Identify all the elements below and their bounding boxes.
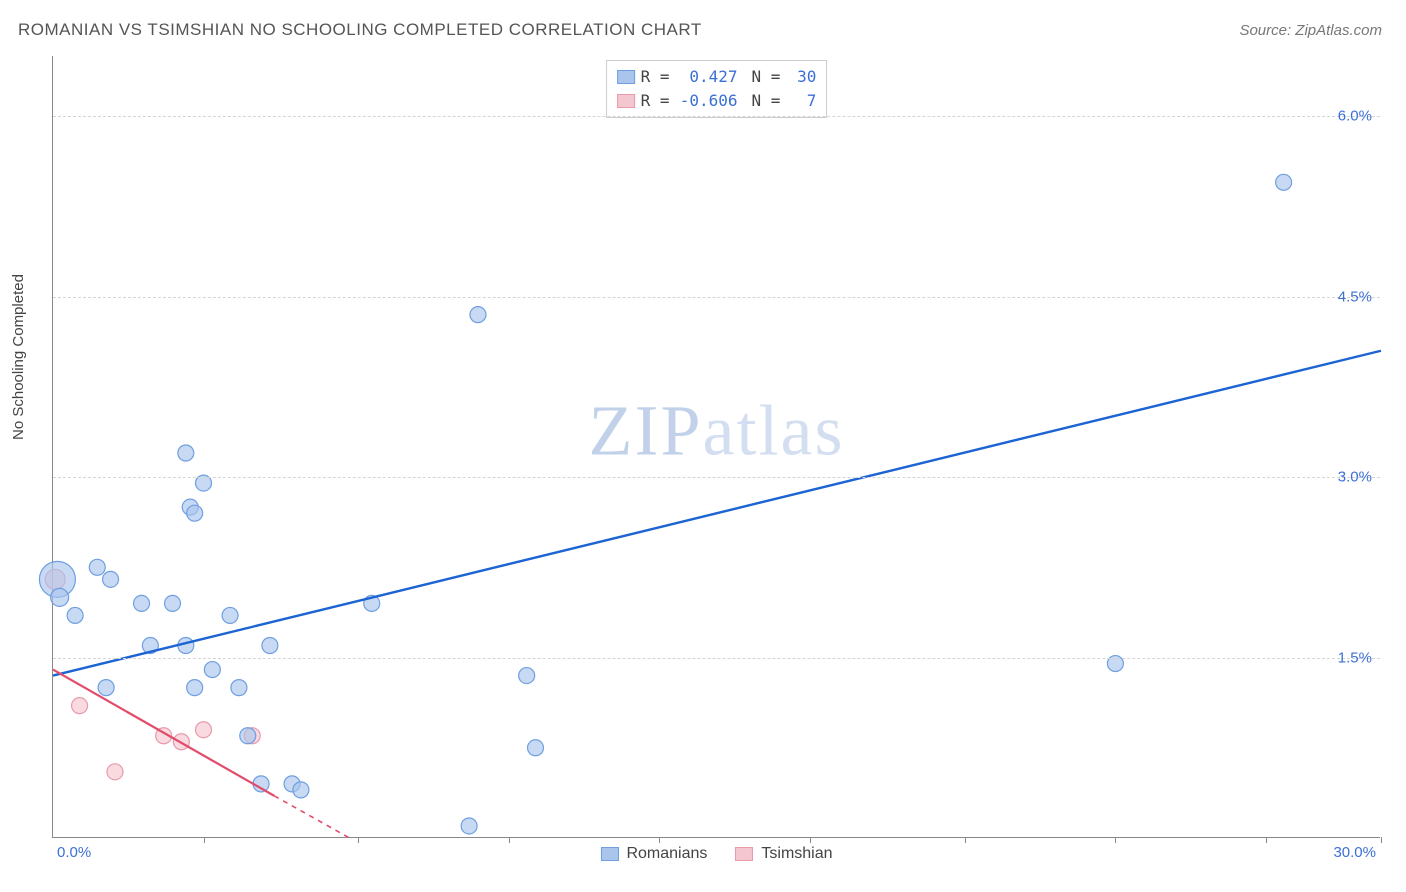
gridline (53, 297, 1380, 298)
y-tick-label: 6.0% (1338, 108, 1372, 125)
romanian-point (178, 445, 194, 461)
romanian-point (293, 782, 309, 798)
tsimshian-trendline-dashed (274, 796, 349, 838)
x-tick (509, 837, 510, 843)
gridline (53, 116, 1380, 117)
legend-series: Romanians Tsimshian (600, 845, 832, 863)
x-tick (358, 837, 359, 843)
tsimshian-point (72, 698, 88, 714)
x-tick (1381, 837, 1382, 843)
x-tick (659, 837, 660, 843)
romanian-point (528, 740, 544, 756)
romanian-point (1276, 174, 1292, 190)
romanian-point (519, 668, 535, 684)
tsimshian-point (107, 764, 123, 780)
romanian-point (67, 607, 83, 623)
chart-svg (53, 56, 1380, 837)
y-tick-label: 1.5% (1338, 649, 1372, 666)
romanian-trendline (53, 351, 1381, 676)
legend-series-item: Romanians (600, 845, 707, 863)
romanian-point (51, 588, 69, 606)
legend-correlation-row: R =-0.606 N =7 (617, 89, 817, 113)
legend-swatch (600, 847, 618, 861)
legend-series-item: Tsimshian (735, 845, 832, 863)
y-tick-label: 3.0% (1338, 469, 1372, 486)
source-attribution: Source: ZipAtlas.com (1239, 22, 1382, 39)
legend-r-label: R = (641, 89, 670, 113)
romanian-point (89, 559, 105, 575)
legend-series-label: Tsimshian (761, 845, 832, 863)
legend-swatch (735, 847, 753, 861)
romanian-point (231, 680, 247, 696)
y-tick-label: 4.5% (1338, 288, 1372, 305)
romanian-point (222, 607, 238, 623)
romanian-point (240, 728, 256, 744)
chart-title: ROMANIAN VS TSIMSHIAN NO SCHOOLING COMPL… (18, 20, 702, 40)
x-tick-min: 0.0% (57, 844, 91, 861)
romanian-point (461, 818, 477, 834)
legend-swatch (617, 70, 635, 84)
plot-area: ZIPatlas R =0.427N =30R =-0.606N =7 0.0%… (52, 56, 1380, 838)
x-tick-max: 30.0% (1333, 844, 1376, 861)
romanian-point (187, 680, 203, 696)
legend-series-label: Romanians (626, 845, 707, 863)
gridline (53, 658, 1380, 659)
romanian-point (134, 595, 150, 611)
y-axis-label: No Schooling Completed (10, 274, 27, 440)
legend-correlation-row: R =0.427 N =30 (617, 65, 817, 89)
legend-swatch (617, 94, 635, 108)
legend-r-label: R = (641, 65, 670, 89)
romanian-point (262, 638, 278, 654)
legend-correlation: R =0.427 N =30 R =-0.606 N =7 (606, 60, 828, 118)
romanian-point (187, 505, 203, 521)
romanian-point (98, 680, 114, 696)
x-tick (204, 837, 205, 843)
legend-r-value: -0.606 (676, 89, 738, 113)
legend-n-value: 30 (786, 65, 816, 89)
legend-n-label: N = (752, 65, 781, 89)
gridline (53, 477, 1380, 478)
romanian-point (165, 595, 181, 611)
romanian-point (470, 307, 486, 323)
romanian-point (204, 662, 220, 678)
legend-r-value: 0.427 (676, 65, 738, 89)
tsimshian-point (196, 722, 212, 738)
chart-container: ROMANIAN VS TSIMSHIAN NO SCHOOLING COMPL… (0, 0, 1406, 892)
x-tick (1266, 837, 1267, 843)
x-tick (965, 837, 966, 843)
romanian-point (103, 571, 119, 587)
legend-n-label: N = (752, 89, 781, 113)
x-tick (1115, 837, 1116, 843)
legend-n-value: 7 (786, 89, 816, 113)
x-tick (810, 837, 811, 843)
